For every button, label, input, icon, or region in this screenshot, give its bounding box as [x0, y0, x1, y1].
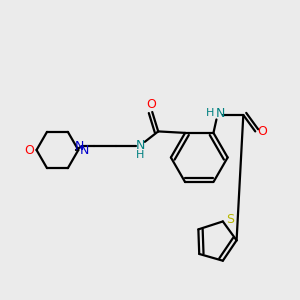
Text: O: O [146, 98, 156, 111]
Text: N: N [80, 143, 90, 157]
Text: N: N [215, 107, 225, 120]
Text: N: N [74, 140, 84, 153]
Text: H: H [206, 109, 214, 118]
Text: S: S [226, 212, 234, 226]
Text: H: H [136, 150, 145, 160]
Text: O: O [257, 125, 267, 138]
Text: N: N [136, 139, 145, 152]
Text: O: O [24, 143, 34, 157]
